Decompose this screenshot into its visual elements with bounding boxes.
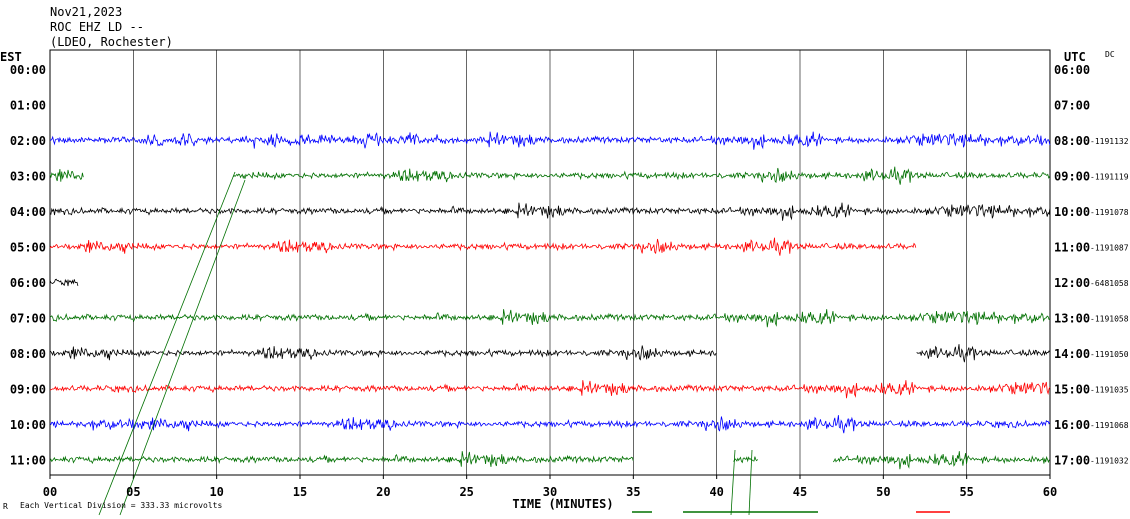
header-station: ROC EHZ LD -- <box>50 20 144 34</box>
trace-row-7-seg-0 <box>49 309 1051 328</box>
x-tick-35: 35 <box>626 485 640 499</box>
trace-row-3-seg-0 <box>49 168 84 182</box>
trace-row-3-seg-1 <box>233 166 1050 185</box>
utc-label-10: 16:00 <box>1054 418 1090 432</box>
utc-label-9: 15:00 <box>1054 383 1090 397</box>
x-tick-60: 60 <box>1043 485 1057 499</box>
header-network: (LDEO, Rochester) <box>50 35 173 49</box>
utc-label-11: 17:00 <box>1054 454 1090 468</box>
row-value-10: -1191068 <box>1090 421 1129 430</box>
utc-label-0: 06:00 <box>1054 63 1090 77</box>
row-value-4: -1191078 <box>1090 208 1129 217</box>
scale-note: Each Vertical Division = 333.33 microvol… <box>20 501 222 510</box>
x-tick-05: 05 <box>126 485 140 499</box>
utc-label-5: 11:00 <box>1054 241 1090 255</box>
row-value-11: -1191032 <box>1090 457 1129 466</box>
vertical-line-2 <box>748 449 753 516</box>
x-tick-55: 55 <box>959 485 973 499</box>
trace-row-8-seg-1 <box>916 344 1051 363</box>
diagonal-line-2 <box>119 179 246 516</box>
x-axis-label: TIME (MINUTES) <box>512 497 613 511</box>
trace-row-11-seg-1 <box>733 456 758 464</box>
utc-label-4: 10:00 <box>1054 205 1090 219</box>
trace-row-10-seg-0 <box>49 415 1051 434</box>
dc-label: DC <box>1105 50 1115 59</box>
row-value-5: -1191087 <box>1090 244 1129 253</box>
diagonal-line-1 <box>98 171 236 516</box>
x-tick-45: 45 <box>793 485 807 499</box>
trace-row-11-seg-2 <box>832 451 1050 470</box>
est-label-8: 08:00 <box>10 347 46 361</box>
est-label-9: 09:00 <box>10 383 46 397</box>
left-zone-label: EST <box>0 50 22 64</box>
x-tick-25: 25 <box>459 485 473 499</box>
x-tick-50: 50 <box>876 485 890 499</box>
x-tick-30: 30 <box>543 485 557 499</box>
x-tick-00: 00 <box>43 485 57 499</box>
est-label-6: 06:00 <box>10 276 46 290</box>
trace-row-8-seg-0 <box>49 345 717 361</box>
x-tick-labels: 00 05 10 15 20 25 30 35 40 45 50 55 60 <box>43 485 1057 499</box>
seismic-traces <box>49 131 1051 516</box>
est-label-5: 05:00 <box>10 241 46 255</box>
trace-row-4-seg-0 <box>49 202 1051 221</box>
x-tick-40: 40 <box>709 485 723 499</box>
vertical-line-1 <box>730 449 736 516</box>
right-zone-label: UTC <box>1064 50 1086 64</box>
header-date: Nov21,2023 <box>50 5 122 19</box>
utc-label-3: 09:00 <box>1054 170 1090 184</box>
est-label-4: 04:00 <box>10 205 46 219</box>
row-value-6: -6481058 <box>1090 279 1129 288</box>
trace-row-2-seg-0 <box>49 131 1051 150</box>
row-value-9: -1191035 <box>1090 386 1129 395</box>
x-tick-15: 15 <box>293 485 307 499</box>
utc-label-8: 14:00 <box>1054 347 1090 361</box>
est-label-7: 07:00 <box>10 312 46 326</box>
trace-row-11-seg-0 <box>49 451 634 467</box>
x-tick-20: 20 <box>376 485 390 499</box>
est-label-0: 00:00 <box>10 63 46 77</box>
row-value-3: -1191119 <box>1090 173 1129 182</box>
est-label-1: 01:00 <box>10 99 46 113</box>
est-label-10: 10:00 <box>10 418 46 432</box>
est-label-11: 11:00 <box>10 454 46 468</box>
row-value-2: -1191132 <box>1090 137 1129 146</box>
grid-lines <box>49 50 1051 479</box>
x-tick-10: 10 <box>209 485 223 499</box>
trace-row-9-seg-0 <box>49 380 1051 399</box>
row-value-7: -1191058 <box>1090 315 1129 324</box>
est-label-2: 02:00 <box>10 134 46 148</box>
est-label-3: 03:00 <box>10 170 46 184</box>
trace-row-5-seg-0 <box>49 237 917 256</box>
utc-label-1: 07:00 <box>1054 99 1090 113</box>
utc-label-2: 08:00 <box>1054 134 1090 148</box>
trace-row-6-seg-0 <box>49 278 79 287</box>
utc-label-6: 12:00 <box>1054 276 1090 290</box>
utc-label-7: 13:00 <box>1054 312 1090 326</box>
corner-mark: R <box>3 502 8 511</box>
row-value-8: -1191050 <box>1090 350 1129 359</box>
